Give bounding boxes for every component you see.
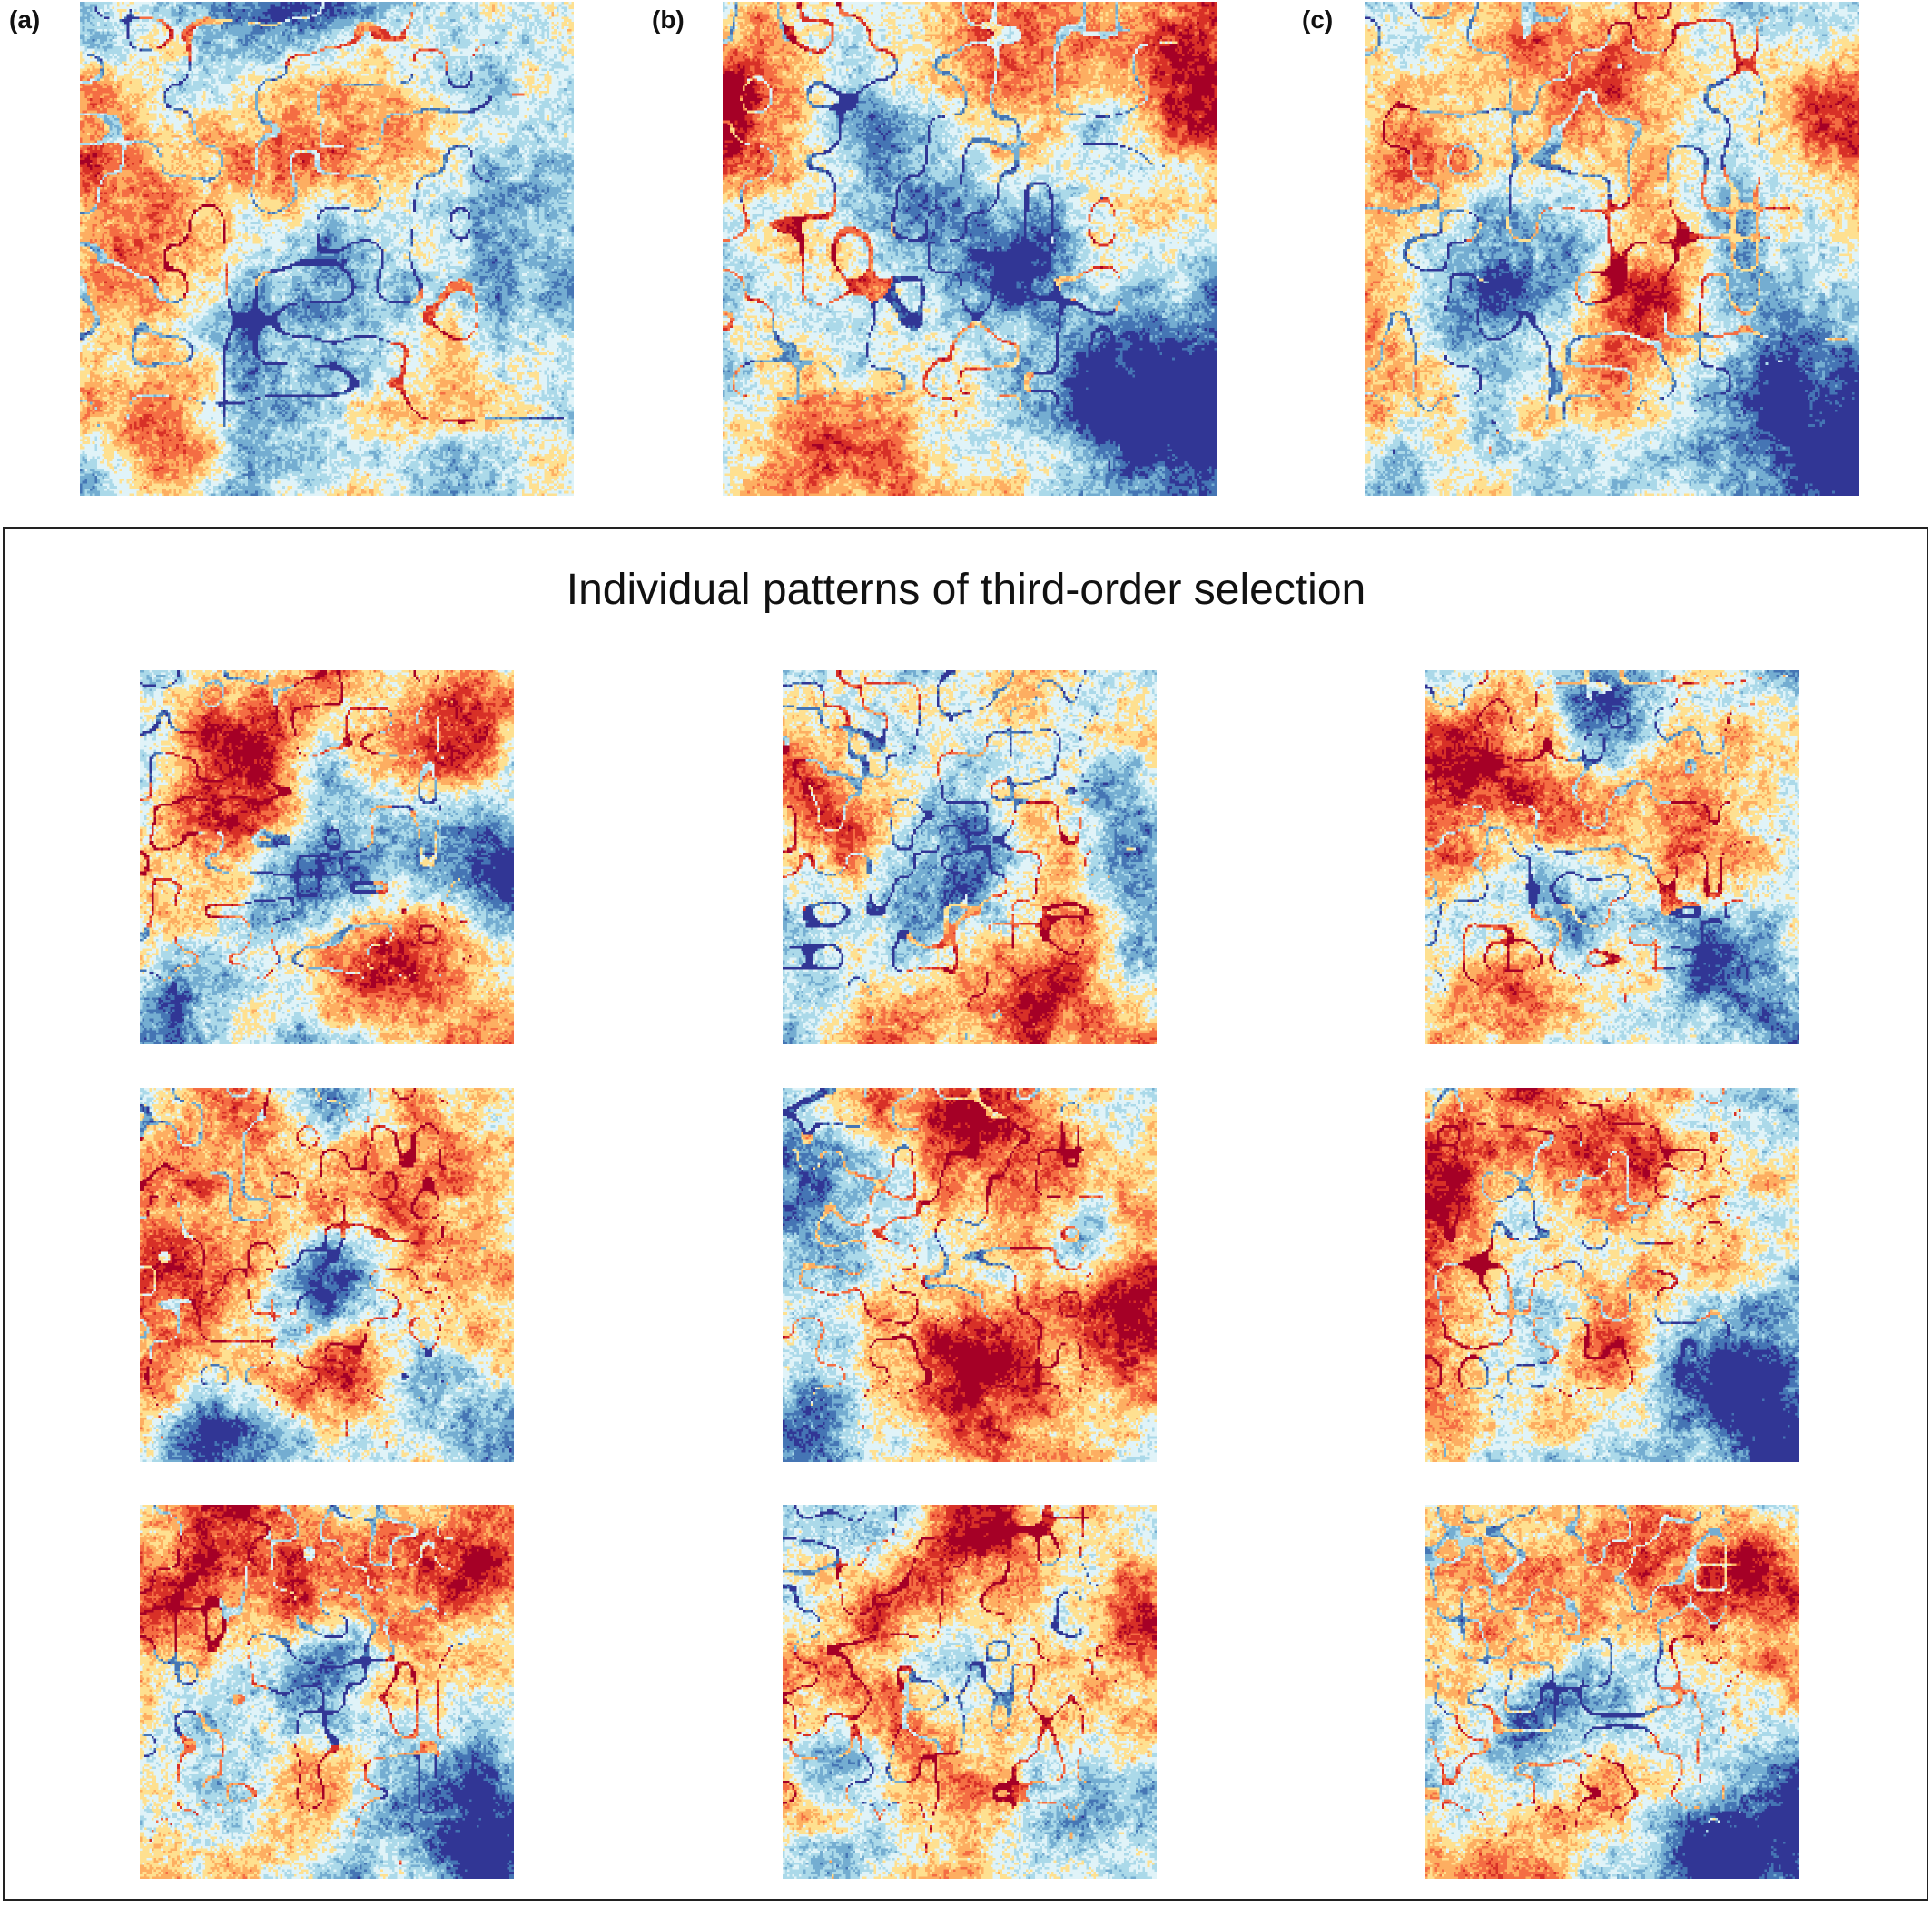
individual-map-3 [1425, 670, 1799, 1044]
individual-map-8 [783, 1505, 1157, 1879]
map-panel-b [723, 2, 1217, 496]
individual-map-4 [140, 1088, 514, 1462]
individual-map-5 [783, 1088, 1157, 1462]
individual-map-1 [140, 670, 514, 1044]
individual-map-9 [1425, 1505, 1799, 1879]
individual-map-7 [140, 1505, 514, 1879]
map-panel-a [80, 2, 574, 496]
panel-label-b: (b) [652, 5, 685, 34]
individual-map-2 [783, 670, 1157, 1044]
individual-map-6 [1425, 1088, 1799, 1462]
panel-label-c: (c) [1302, 5, 1334, 34]
individual-patterns-frame [3, 527, 1928, 1901]
frame-title: Individual patterns of third-order selec… [566, 566, 1366, 614]
map-panel-c [1365, 2, 1859, 496]
panel-label-a: (a) [9, 5, 41, 34]
